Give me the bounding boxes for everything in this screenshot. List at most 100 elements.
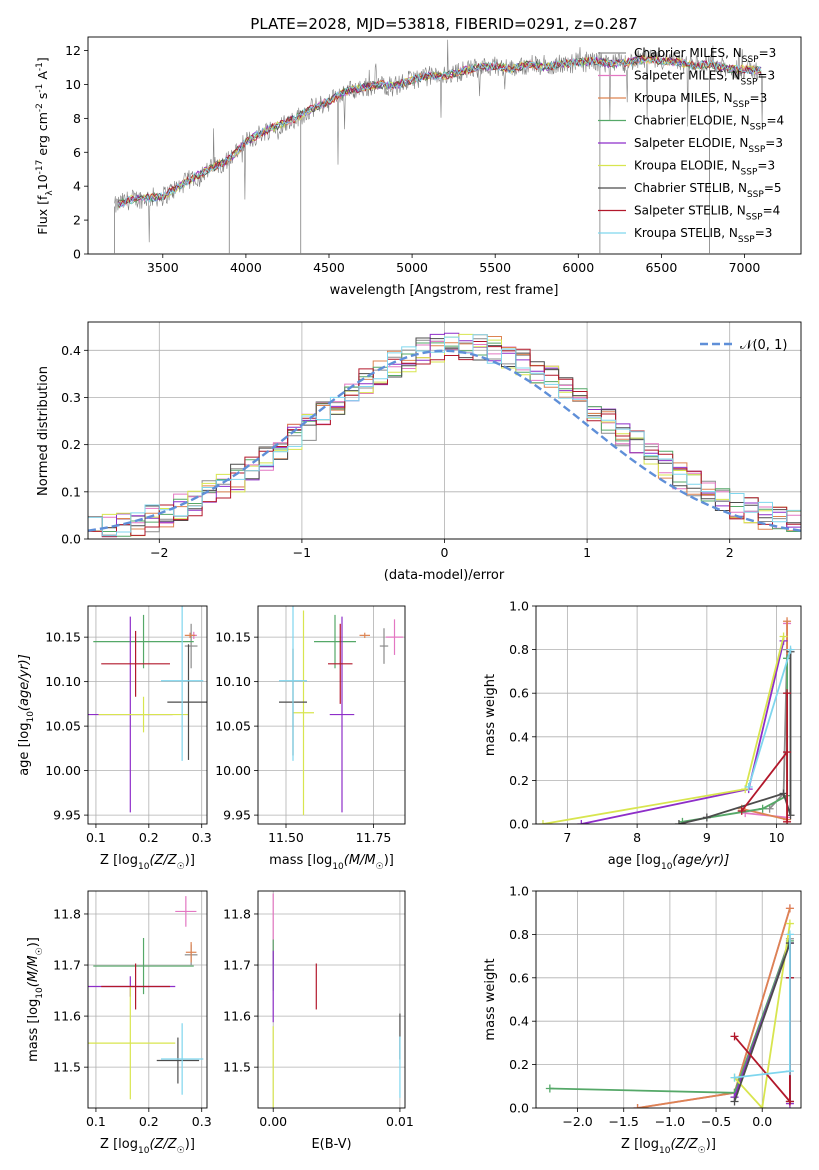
label-part: SSP	[746, 213, 763, 223]
errorbars	[88, 896, 204, 1100]
legend-entry: Kroupa ELODIE, NSSP=3	[634, 159, 775, 178]
legend-entry: Chabrier ELODIE, NSSP=4	[634, 114, 784, 133]
weight-marker	[744, 782, 753, 791]
weight-marker	[758, 804, 767, 813]
legend-entry: 𝒩(0, 1)	[740, 338, 787, 353]
label-part: age [log	[17, 723, 32, 776]
errorbar-point	[185, 942, 197, 963]
plot-layer: 3500 4000 4500 5000 5500 6000 6500 700002468101…	[17, 36, 802, 1156]
mass-vs-Z-panel: 0.1 0.2 0.311.511.611.711.8Z [log10(Z/Z☉)]…	[26, 890, 212, 1156]
x-tick-label: 0.2	[139, 1114, 159, 1129]
y-tick-label: 12	[65, 43, 81, 58]
errorbar-point	[160, 1023, 204, 1095]
legend-entry: Salpeter MILES, NSSP=3	[634, 69, 775, 88]
y-tick-label: 10.00	[215, 763, 251, 778]
label-part: -17	[35, 160, 45, 175]
x-tick-label: 1	[583, 545, 591, 560]
label-part: 10	[332, 862, 344, 872]
histograms	[88, 332, 801, 538]
errorbar-point	[328, 623, 353, 704]
x-tick-label: 4000	[230, 260, 262, 275]
label-part: ☉	[376, 862, 384, 872]
histogram-step	[88, 334, 801, 537]
label-part: (0, 1)	[752, 338, 787, 353]
label-part: -1	[35, 84, 45, 93]
y-tick-label: 10.05	[215, 719, 251, 734]
errorbars	[279, 606, 404, 816]
weight-marker	[779, 632, 788, 641]
label-part: =3	[755, 226, 773, 240]
y-tick-label: 11.6	[53, 1009, 81, 1024]
label-part: SSP	[738, 235, 755, 245]
weight-marker	[783, 817, 792, 824]
weight-series-line	[768, 649, 788, 810]
legend-entry: Kroupa MILES, NSSP=3	[634, 91, 767, 110]
y-tick-label: 0.2	[61, 437, 81, 452]
x-tick-label: −2.0	[562, 1114, 592, 1129]
label-part: SSP	[742, 55, 759, 65]
y-tick-label: 0.4	[509, 729, 529, 744]
errorbar-point	[184, 632, 196, 639]
label-part: (Z/Z	[670, 1137, 698, 1152]
label-part: mass [log	[26, 999, 41, 1062]
label-part: -1	[35, 62, 45, 71]
axes-frame	[535, 890, 802, 1109]
axes-frame	[87, 890, 208, 1109]
label-part: =4	[766, 114, 784, 128]
label-part: =3	[765, 136, 783, 150]
errorbar-point	[101, 963, 170, 1010]
y-tick-label: 6	[73, 145, 81, 160]
errorbar-point	[101, 630, 170, 697]
label-part: =3	[759, 46, 777, 60]
label-part: λ	[45, 190, 55, 196]
label-part: 10	[659, 1146, 671, 1156]
weight-lines	[545, 904, 794, 1108]
weight-series-line	[740, 693, 788, 822]
label-part: Salpeter MILES, N	[634, 69, 741, 83]
weight-marker	[785, 930, 794, 939]
y-tick-label: 9.95	[53, 808, 81, 823]
label-part: SSP	[741, 78, 758, 88]
y-tick-label: 0.6	[509, 970, 529, 985]
y-tick-label: 10.00	[45, 763, 81, 778]
weight-marker	[783, 689, 792, 698]
x-tick-label: 0.3	[192, 1114, 212, 1129]
label-part: (age/yr)]	[17, 654, 32, 711]
label-part: )]	[185, 1137, 195, 1152]
y-tick-label: 10.10	[45, 674, 81, 689]
x-tick-label: 2	[726, 545, 734, 560]
y-tick-label: 9.95	[223, 808, 251, 823]
spectrum-lines	[114, 39, 764, 254]
label-part: =3	[757, 159, 775, 173]
mass-vs-EBV-panel: 0.00 0.01 11.5 11.6 11.7 11.8 E(B-V)	[223, 890, 414, 1152]
y-tick-label: 10.15	[45, 630, 81, 645]
mass-weight-vs-Z-ylabel: mass weight	[483, 958, 498, 1040]
y-tick-label: 11.7	[223, 958, 251, 973]
errorbar-point	[293, 610, 314, 816]
legend-entry: Chabrier STELIB, NSSP=5	[634, 181, 782, 200]
label-part: mass [log	[269, 853, 332, 868]
y-tick-label: 4	[73, 179, 81, 194]
y-tick-label: 11.5	[53, 1060, 81, 1075]
x-tick-label: 6500	[645, 260, 677, 275]
x-tick-label: −2	[150, 545, 168, 560]
label-part: ☉	[698, 1146, 706, 1156]
model-fit-line	[117, 55, 762, 208]
label-part: erg cm	[35, 112, 50, 160]
label-part: Z [log	[100, 853, 138, 868]
errorbar-point	[379, 628, 389, 664]
label-part: (Z/Z	[149, 1137, 177, 1152]
errorbar-point	[88, 986, 176, 1100]
residuals-xlabel: (data-model)/error	[384, 568, 505, 583]
label-part: (age/yr)]	[672, 853, 729, 868]
x-tick-label: −1	[293, 545, 311, 560]
weight-series-line	[747, 649, 792, 788]
axes-frame	[87, 605, 208, 825]
label-part: s	[35, 93, 50, 104]
weight-marker	[545, 1084, 554, 1093]
x-tick-label: 3500	[147, 260, 179, 275]
x-tick-label: 7000	[729, 260, 761, 275]
weight-series-line	[542, 636, 785, 824]
label-part: Kroupa STELIB, N	[634, 226, 738, 240]
